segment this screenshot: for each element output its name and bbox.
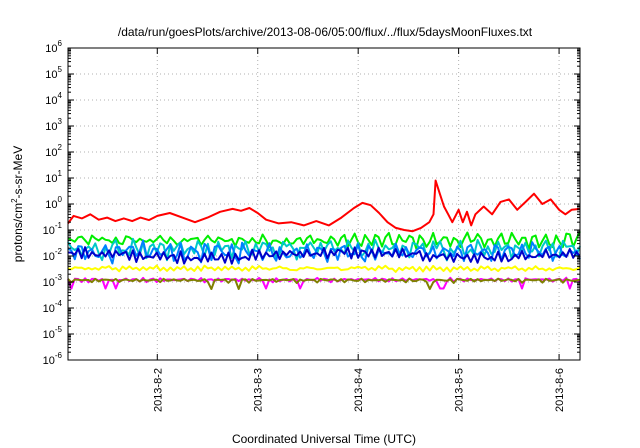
x-tick-label: 2013-8-2 [152,368,164,412]
y-tick-label: 10-2 [43,247,63,263]
y-axis-label: protons/cm2-s-sr-MeV [10,146,25,262]
series-line-5 [67,246,581,265]
tick-layer: 10-6 10-5 10-4 10-3 10-2 10-1 100 101 102 103 104 1… [43,39,580,412]
x-tick-label: 2013-8-3 [253,368,265,412]
series-line-4 [67,239,581,265]
series-line-6 [67,264,581,273]
y-tick-label: 104 [45,91,62,107]
y-tick-label: 106 [45,39,62,55]
y-axis-label-prefix: protons/cm [11,203,25,262]
x-axis-label: Coordinated Universal Time (UTC) [232,432,416,446]
y-tick-label: 105 [45,65,62,81]
y-axis-label-superscript: 2 [10,198,19,203]
y-tick-label: 10-5 [43,325,63,341]
y-tick-label: 101 [45,169,62,185]
x-tick-label: 2013-8-6 [554,368,566,412]
y-tick-label: 100 [45,195,62,211]
x-tick-label: 2013-8-4 [353,368,365,412]
series-layer [67,179,581,290]
y-tick-label: 102 [45,143,62,159]
y-tick-label: 10-4 [43,299,63,315]
y-tick-label: 10-3 [43,273,63,289]
y-axis-label-suffix: -s-sr-MeV [11,146,25,199]
grid-layer [68,48,580,360]
y-tick-label: 103 [45,117,62,133]
series-line-1 [67,179,581,233]
y-tick-label: 10-6 [43,351,63,367]
chart-title: /data/run/goesPlots/archive/2013-08-06/0… [118,25,533,39]
x-tick-label: 2013-8-5 [454,368,466,412]
series-line-8 [67,277,581,290]
y-tick-label: 10-1 [43,221,63,237]
